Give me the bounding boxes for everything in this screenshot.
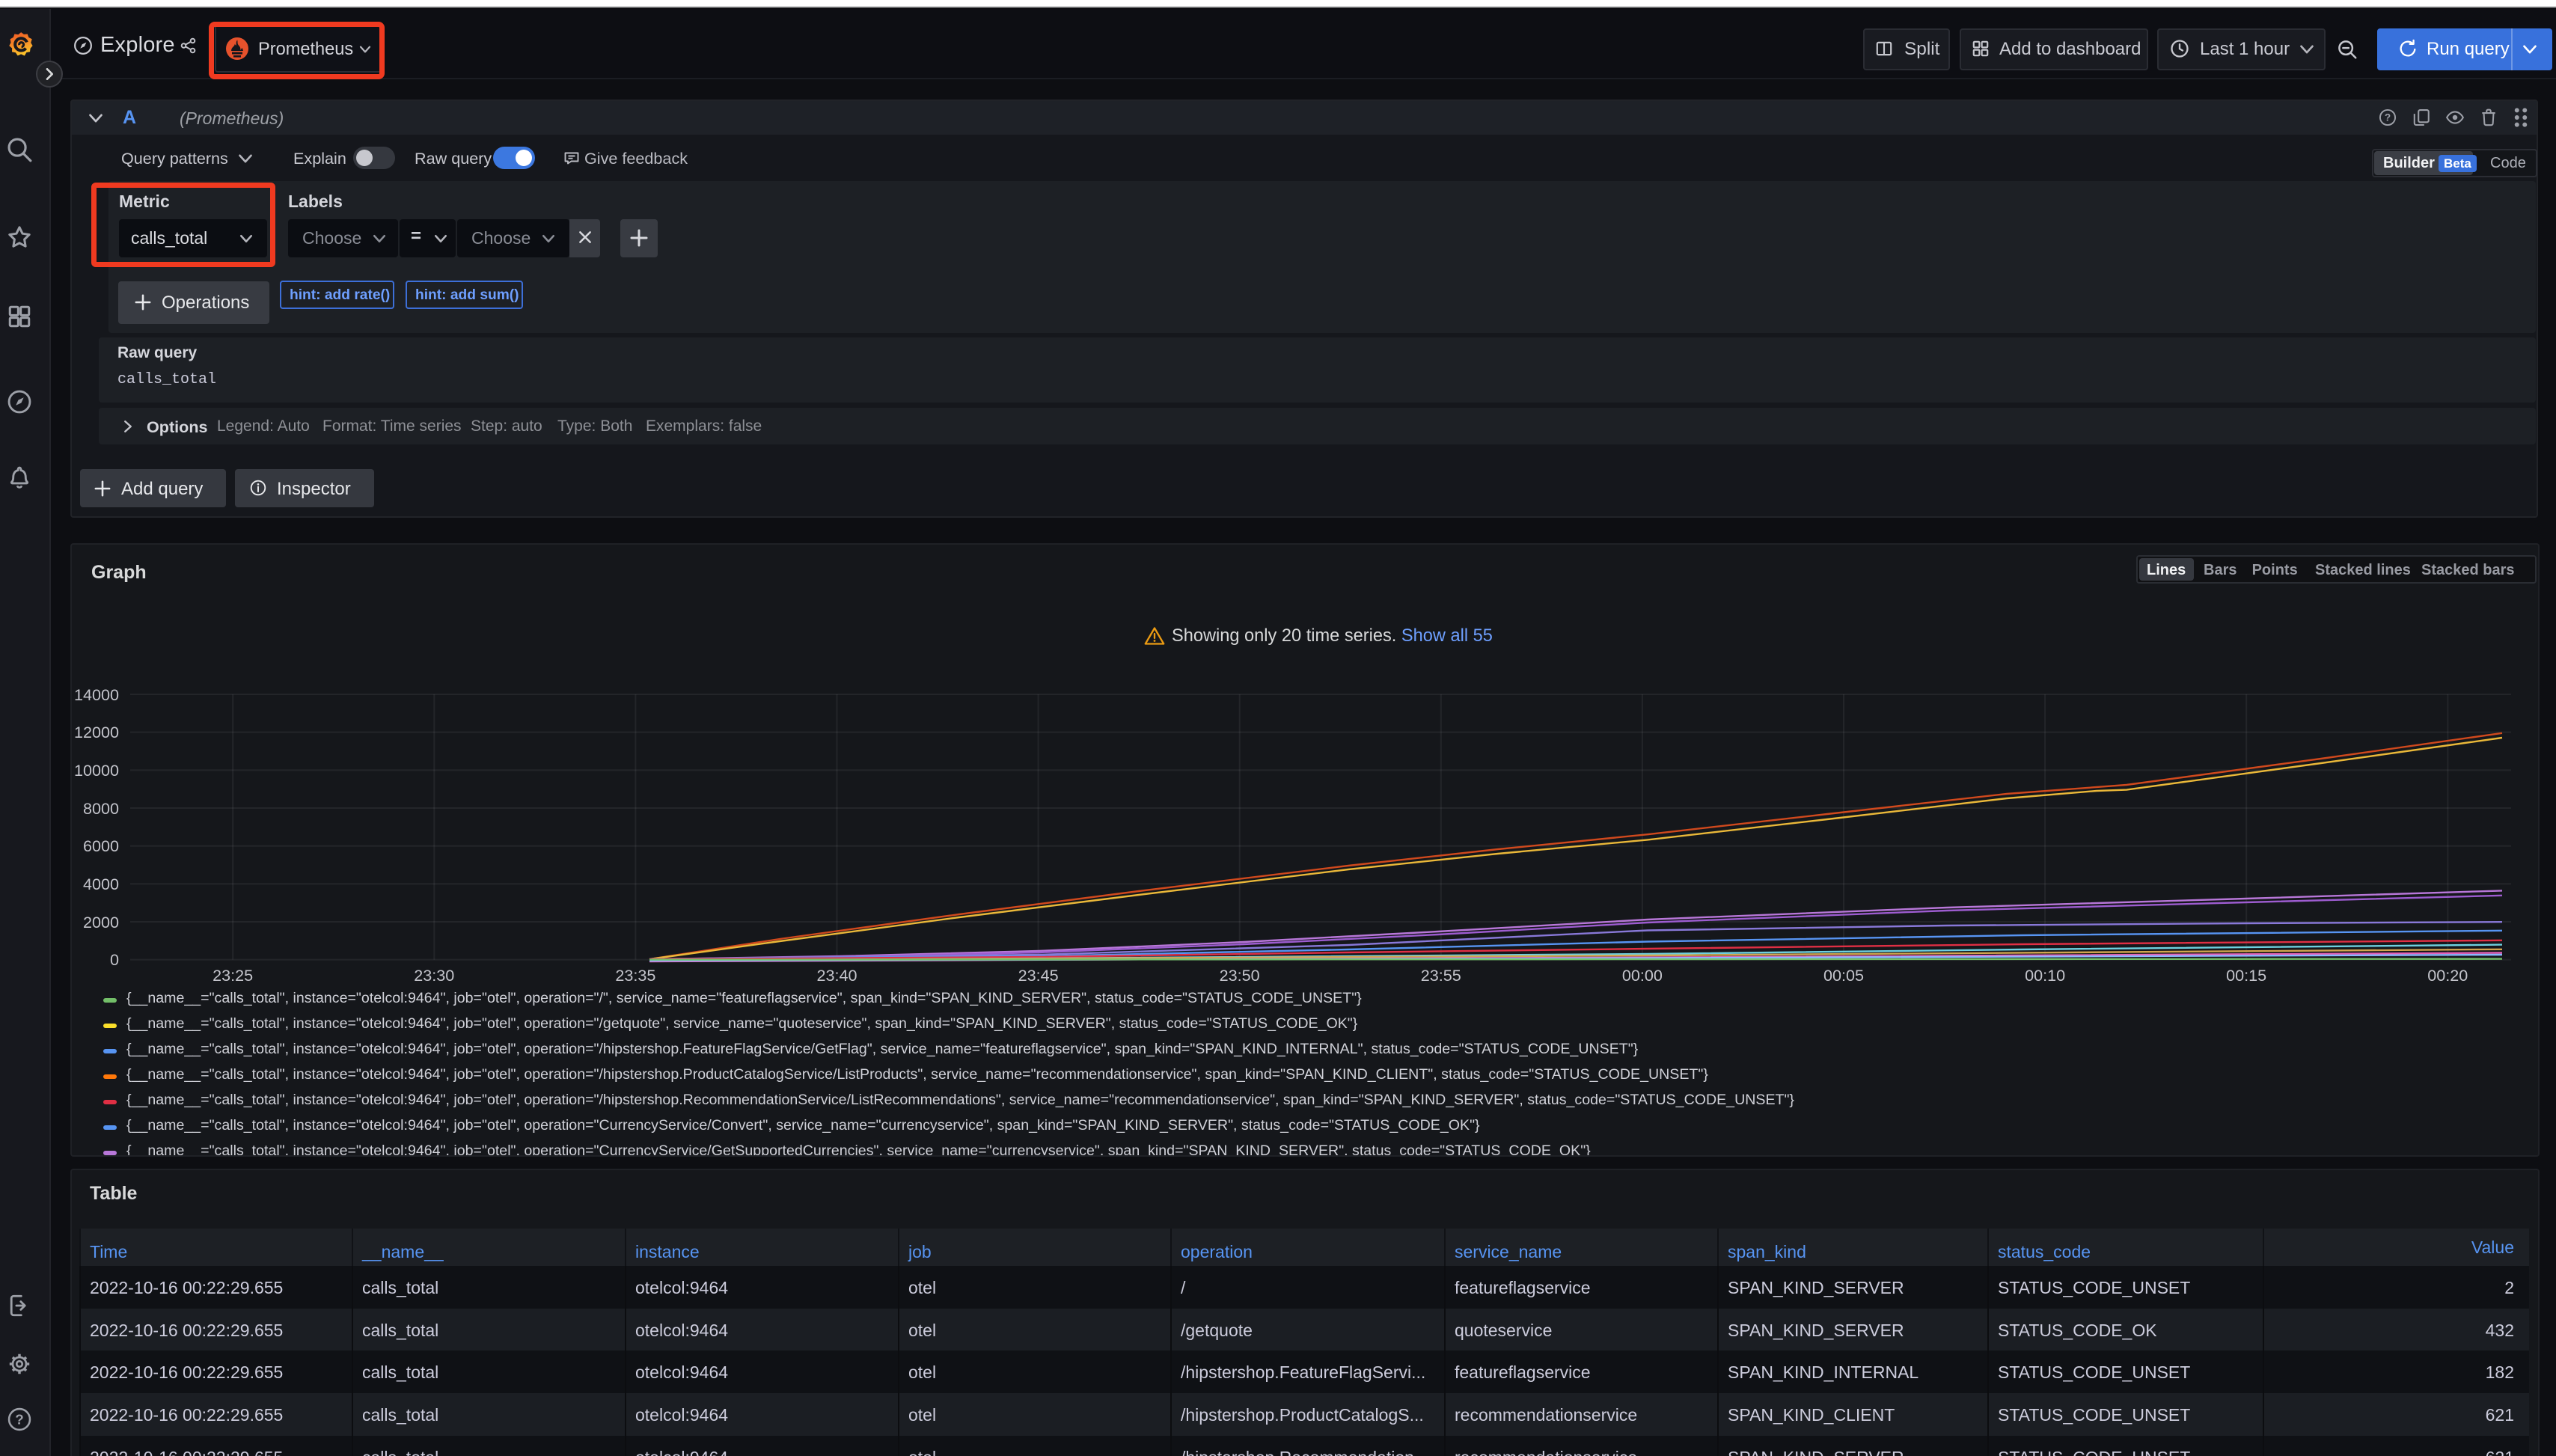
svg-text:?: ? (2385, 112, 2391, 123)
svg-text:?: ? (15, 1411, 23, 1427)
